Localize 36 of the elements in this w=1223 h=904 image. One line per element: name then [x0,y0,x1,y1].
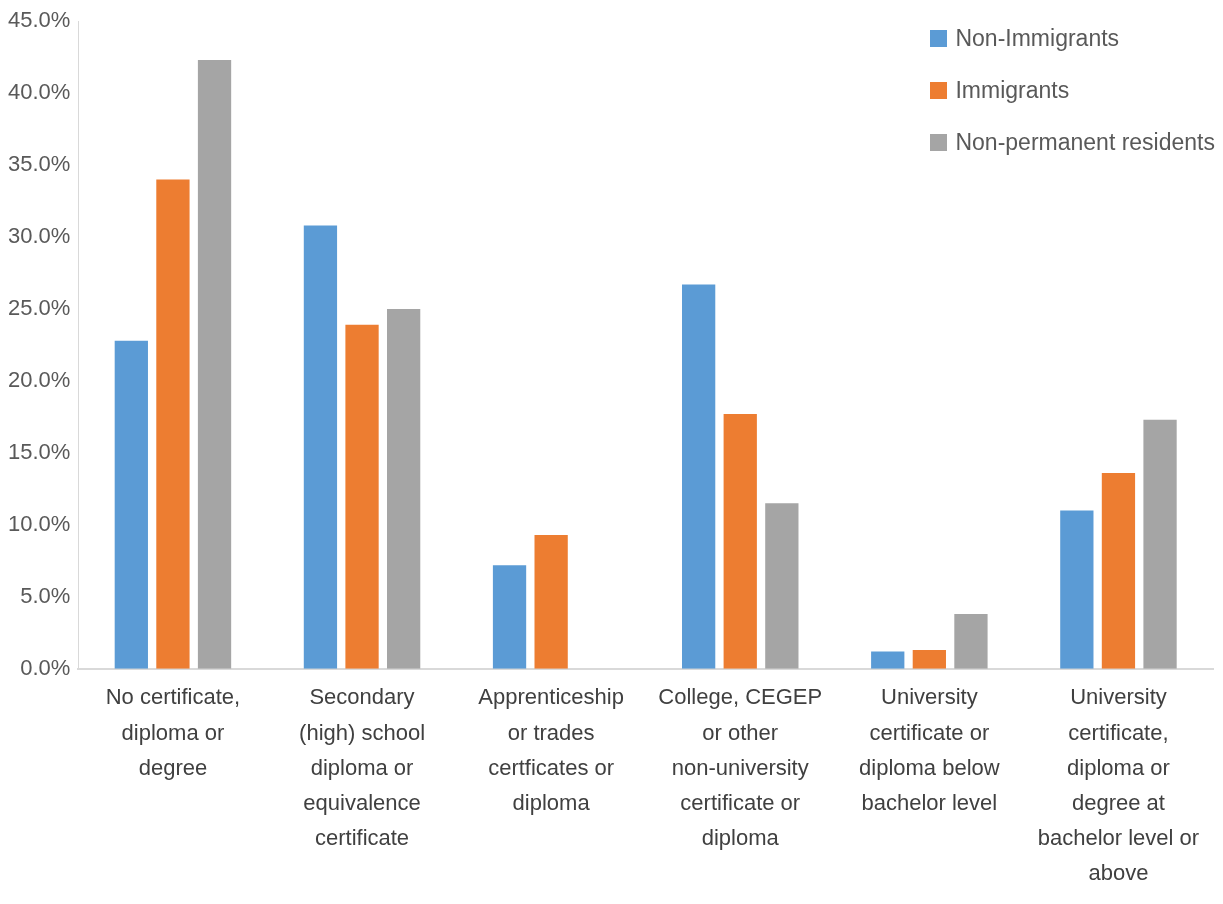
y-tick-label: 20.0% [7,367,71,393]
bar [114,340,148,669]
y-tick-label: 5.0% [20,582,71,608]
bar [1101,473,1136,669]
y-tick-label: 15.0% [7,439,71,464]
y-tick-label: 35.0% [7,151,71,177]
x-tick-label: No certificate, diploma or degree [105,684,241,780]
bar [492,565,527,669]
bar [197,60,232,669]
bar [303,225,338,669]
bar [871,651,905,669]
legend-label: Immigrants [955,76,1070,104]
bar [765,503,799,669]
y-tick-label: 40.0% [7,79,71,105]
legend-label: Non-Immigrants [955,24,1120,52]
x-tick-label: Apprenticeship or trades certficates or diploma [478,684,624,816]
y-tick-label: 0.0% [20,654,71,680]
bar [156,179,190,669]
legend-label: Non-permanent residents [955,128,1215,156]
bar [534,534,568,669]
x-tick-label: College, CEGEP or other non-university certificate or diploma [658,684,823,851]
bar [954,614,988,669]
bar [1143,419,1177,669]
y-tick-label: 30.0% [7,223,71,249]
bar [387,309,421,669]
bar [723,414,757,669]
bar [682,284,716,669]
x-tick-label: University certificate, diploma or degree at bachelor level or above [1037,684,1200,886]
bar [345,324,379,669]
x-tick-label: Secondary (high) school diploma or equivalence certificate [299,684,426,851]
y-tick-label: 45.0% [7,7,71,33]
y-tick-label: 25.0% [7,295,71,321]
x-tick-label: University certificate or diploma below bachelor level [859,684,1000,816]
bar [1060,510,1094,669]
y-tick-label: 10.0% [7,510,71,536]
bar [912,650,946,669]
